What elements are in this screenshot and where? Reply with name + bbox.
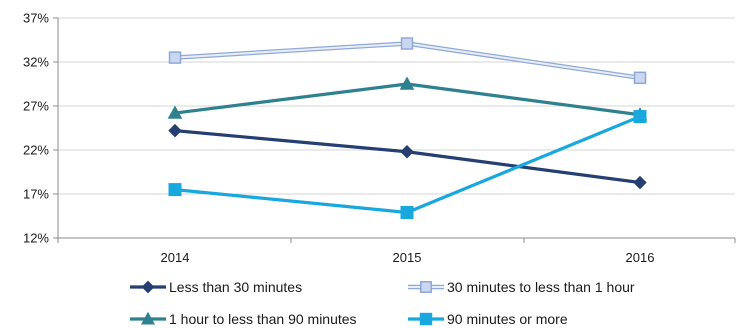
y-tick-label: 12% (23, 231, 49, 246)
data-point (167, 105, 183, 119)
legend-marker (419, 312, 433, 326)
series-3 (167, 76, 648, 121)
y-tick-label: 17% (23, 187, 49, 202)
y-tick-label: 27% (23, 99, 49, 114)
legend-item: 90 minutes or more (408, 311, 568, 327)
x-tick-label: 2015 (393, 250, 422, 265)
legend-item: Less than 30 minutes (130, 279, 302, 295)
y-tick-labels: 12% 17% 22% 27% 32% 37% (23, 11, 49, 246)
data-point (399, 76, 415, 90)
data-point (633, 175, 647, 190)
data-point (168, 123, 182, 138)
series-line (174, 115, 641, 215)
series-group (167, 37, 648, 219)
legend-item: 1 hour to less than 90 minutes (130, 311, 357, 327)
legend-marker (140, 311, 156, 325)
x-tick-label: 2014 (161, 250, 190, 265)
data-point (633, 110, 647, 124)
series-1 (168, 123, 647, 190)
legend-label: 1 hour to less than 90 minutes (169, 311, 357, 327)
legend-marker (141, 280, 155, 294)
data-point (400, 37, 414, 50)
legend-label: 90 minutes or more (447, 311, 568, 327)
legend-label: Less than 30 minutes (169, 279, 302, 295)
x-tick-label: 2016 (626, 250, 655, 265)
data-point (168, 183, 182, 197)
x-tick-labels: 2014 2015 2016 (161, 250, 655, 265)
axes (53, 17, 736, 243)
data-point (400, 145, 414, 159)
data-point (633, 71, 647, 85)
legend-marker (420, 281, 432, 293)
data-point (400, 205, 414, 219)
legend-label: 30 minutes to less than 1 hour (447, 279, 635, 295)
y-tick-label: 22% (23, 143, 49, 158)
y-tick-label: 37% (23, 11, 49, 26)
data-point (168, 51, 182, 64)
legend: Less than 30 minutes 30 minutes to less t… (130, 279, 635, 327)
series-2 (168, 37, 647, 85)
y-tick-label: 32% (23, 55, 49, 70)
legend-item: 30 minutes to less than 1 hour (408, 279, 635, 295)
series-4 (168, 110, 647, 219)
